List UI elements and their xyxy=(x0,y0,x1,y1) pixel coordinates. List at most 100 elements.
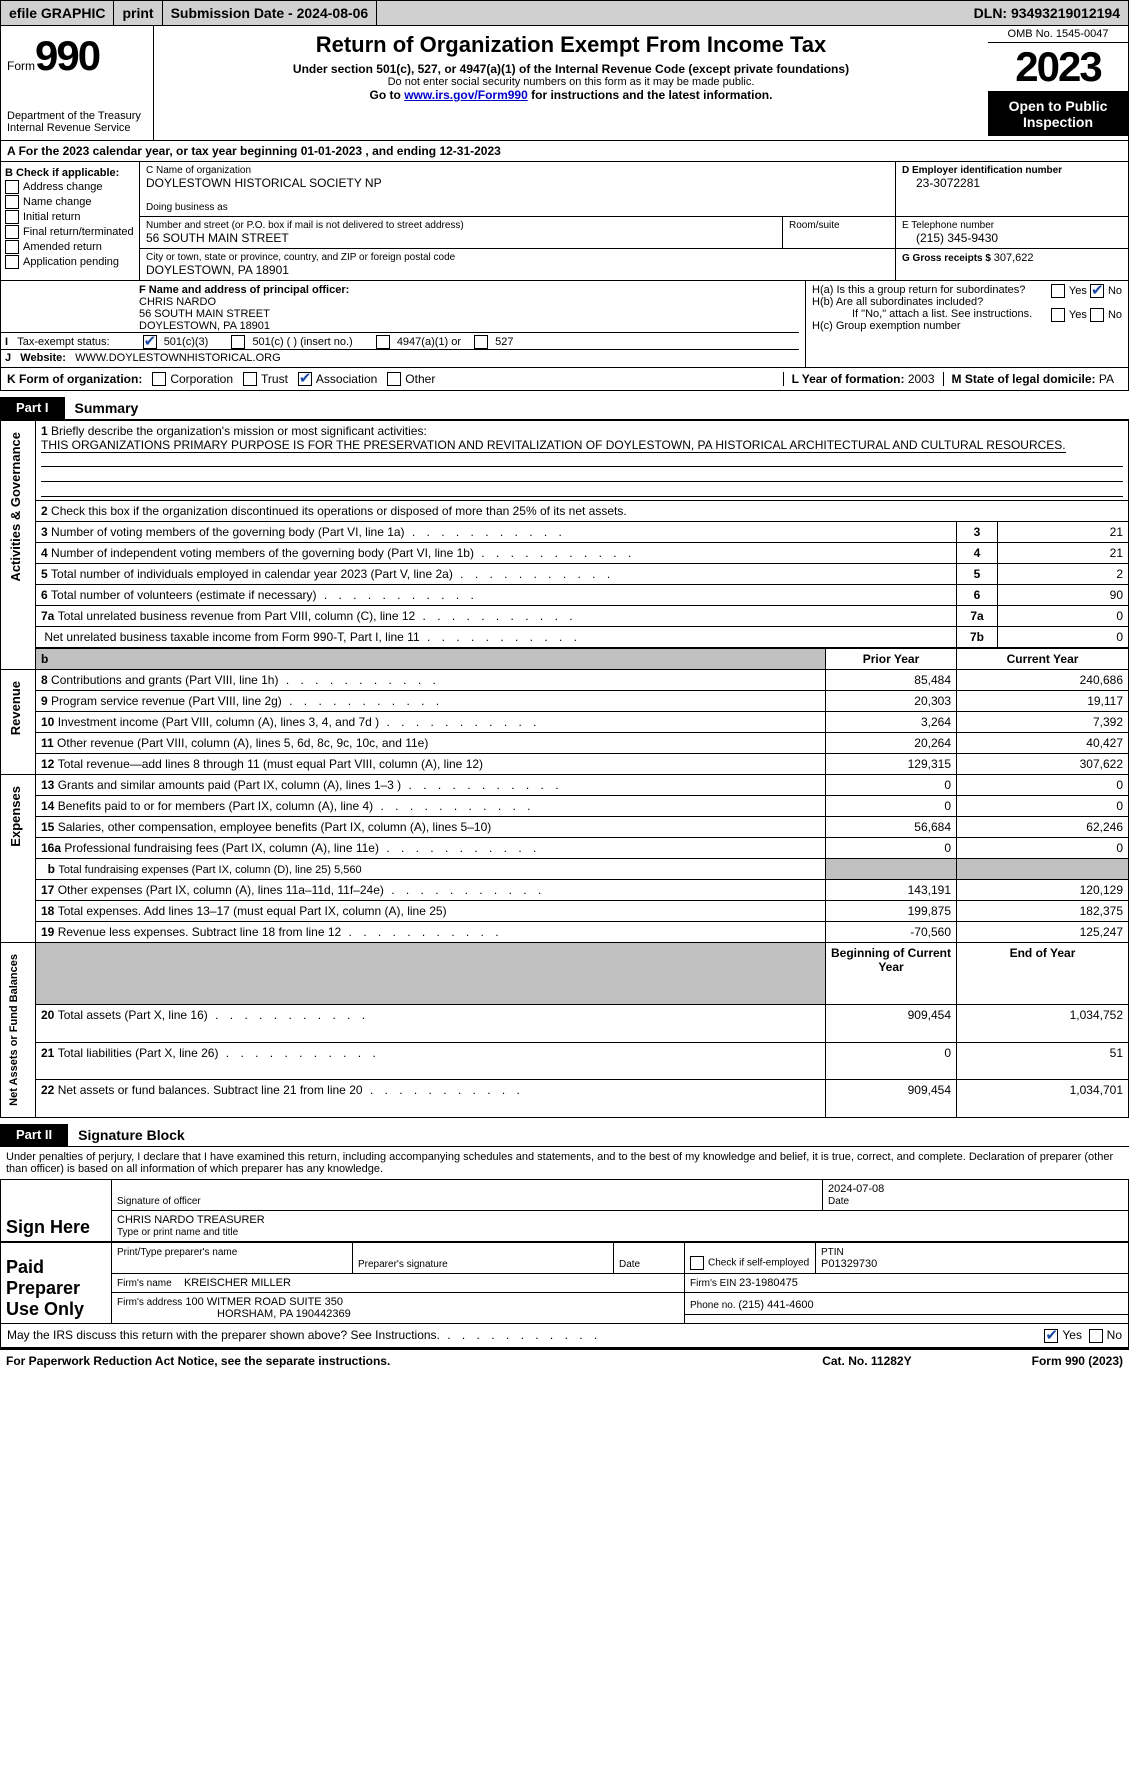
firm-name: KREISCHER MILLER xyxy=(184,1277,291,1289)
officer-name: CHRIS NARDO xyxy=(139,296,799,308)
trust-checkbox[interactable] xyxy=(243,372,257,386)
print-prep-label: Print/Type preparer's name xyxy=(117,1247,237,1258)
omb-number: OMB No. 1545-0047 xyxy=(988,26,1128,43)
table-row: 15 Salaries, other compensation, employe… xyxy=(1,817,1129,838)
table-row: 3 Number of voting members of the govern… xyxy=(1,522,1129,543)
initial-return-checkbox[interactable] xyxy=(5,210,19,224)
ein-value: 23-3072281 xyxy=(902,176,1122,190)
period-begin: 01-01-2023 xyxy=(301,144,362,158)
discuss-row: May the IRS discuss this return with the… xyxy=(0,1324,1129,1348)
table-row: 4 Number of independent voting members o… xyxy=(1,543,1129,564)
part1-title: Summary xyxy=(65,397,149,419)
vert-rev: Revenue xyxy=(6,673,25,743)
summary-table: Activities & Governance 1 Briefly descri… xyxy=(0,420,1129,1118)
website-value: WWW.DOYLESTOWNHISTORICAL.ORG xyxy=(75,352,281,364)
officer-label: F Name and address of principal officer: xyxy=(139,284,349,296)
self-employed-checkbox[interactable] xyxy=(690,1256,704,1270)
print-button[interactable]: print xyxy=(122,5,153,21)
tax-year: 2023 xyxy=(988,43,1128,92)
mission-text: THIS ORGANIZATIONS PRIMARY PURPOSE IS FO… xyxy=(41,438,1066,453)
begin-year-hdr: Beginning of Current Year xyxy=(826,943,957,1005)
table-row: 14 Benefits paid to or for members (Part… xyxy=(1,796,1129,817)
m-value: PA xyxy=(1099,372,1114,386)
street-value: 56 SOUTH MAIN STREET xyxy=(146,231,776,245)
website-label: Website: xyxy=(20,352,66,364)
4947-checkbox[interactable] xyxy=(376,335,390,349)
hb-no-checkbox[interactable] xyxy=(1090,308,1104,322)
footer-mid: Cat. No. 11282Y xyxy=(822,1354,911,1368)
vert-exp: Expenses xyxy=(6,778,25,855)
discuss-text: May the IRS discuss this return with the… xyxy=(7,1328,601,1342)
ha-yes-checkbox[interactable] xyxy=(1051,284,1065,298)
vert-net: Net Assets or Fund Balances xyxy=(6,946,22,1114)
table-row: 9 Program service revenue (Part VIII, li… xyxy=(1,691,1129,712)
hb-yes-checkbox[interactable] xyxy=(1051,308,1065,322)
tax-status-label: Tax-exempt status: xyxy=(17,336,109,348)
firm-phone: (215) 441-4600 xyxy=(738,1299,813,1311)
l-value: 2003 xyxy=(908,372,935,386)
goto-post: for instructions and the latest informat… xyxy=(528,88,773,102)
firm-ein-label: Firm's EIN xyxy=(690,1278,739,1289)
firm-addr2: HORSHAM, PA 190442369 xyxy=(117,1308,351,1320)
assoc-checkbox[interactable] xyxy=(298,372,312,386)
paid-preparer-table: Paid Preparer Use Only Print/Type prepar… xyxy=(0,1242,1129,1324)
period-row: A For the 2023 calendar year, or tax yea… xyxy=(0,141,1129,162)
submission-date: 2024-08-06 xyxy=(297,5,369,21)
discuss-yes-checkbox[interactable] xyxy=(1044,1329,1058,1343)
final-return-checkbox[interactable] xyxy=(5,225,19,239)
amended-return-checkbox[interactable] xyxy=(5,240,19,254)
street-label: Number and street (or P.O. box if mail i… xyxy=(146,220,776,231)
form-header: Form990 Department of the Treasury Inter… xyxy=(0,26,1129,141)
phone-value: (215) 345-9430 xyxy=(902,231,1122,245)
table-row: 5 Total number of individuals employed i… xyxy=(1,564,1129,585)
501c3-checkbox[interactable] xyxy=(143,335,157,349)
name-change-checkbox[interactable] xyxy=(5,195,19,209)
part2-header: Part II Signature Block xyxy=(0,1124,1129,1147)
table-row: 18 Total expenses. Add lines 13–17 (must… xyxy=(1,901,1129,922)
501c-checkbox[interactable] xyxy=(231,335,245,349)
k-label: K Form of organization: xyxy=(7,372,142,386)
firm-ein: 23-1980475 xyxy=(739,1277,798,1289)
self-emp-label: Check if self-employed xyxy=(708,1257,809,1268)
part1-header: Part I Summary xyxy=(0,397,1129,420)
table-row: 12 Total revenue—add lines 8 through 11 … xyxy=(1,754,1129,775)
form-number: 990 xyxy=(35,32,99,79)
ha-label: H(a) Is this a group return for subordin… xyxy=(812,284,1025,296)
submission-date-label: Submission Date - xyxy=(171,5,297,21)
room-label: Room/suite xyxy=(789,220,889,231)
table-row: 10 Investment income (Part VIII, column … xyxy=(1,712,1129,733)
line-klm: K Form of organization: Corporation Trus… xyxy=(0,368,1129,391)
discuss-no-checkbox[interactable] xyxy=(1089,1329,1103,1343)
instructions-link[interactable]: www.irs.gov/Form990 xyxy=(404,88,528,102)
top-bar: efile GRAPHIC print Submission Date - 20… xyxy=(0,0,1129,26)
table-row: b Total fundraising expenses (Part IX, c… xyxy=(1,859,1129,880)
firm-name-label: Firm's name xyxy=(117,1278,172,1289)
current-year-hdr: Current Year xyxy=(957,648,1129,670)
period-mid: , and ending xyxy=(362,144,439,158)
firm-addr-label: Firm's address xyxy=(117,1297,182,1308)
corp-checkbox[interactable] xyxy=(152,372,166,386)
dept-label: Department of the Treasury Internal Reve… xyxy=(7,110,147,134)
form-subtitle-1: Under section 501(c), 527, or 4947(a)(1)… xyxy=(162,62,980,76)
period-end: 12-31-2023 xyxy=(439,144,500,158)
part2-title: Signature Block xyxy=(68,1124,195,1146)
sign-date: 2024-07-08 xyxy=(828,1183,884,1195)
city-label: City or town, state or province, country… xyxy=(146,252,889,263)
footer-left: For Paperwork Reduction Act Notice, see … xyxy=(6,1354,390,1368)
app-pending-checkbox[interactable] xyxy=(5,255,19,269)
paid-preparer-label: Paid Preparer Use Only xyxy=(1,1242,112,1323)
other-checkbox[interactable] xyxy=(387,372,401,386)
phone-label: E Telephone number xyxy=(902,220,1122,231)
officer-addr2: DOYLESTOWN, PA 18901 xyxy=(139,320,799,332)
addr-change-checkbox[interactable] xyxy=(5,180,19,194)
ha-no-checkbox[interactable] xyxy=(1090,284,1104,298)
form-subtitle-2: Do not enter social security numbers on … xyxy=(162,76,980,88)
sign-date-label: Date xyxy=(828,1196,849,1207)
527-checkbox[interactable] xyxy=(474,335,488,349)
table-row: 19 Revenue less expenses. Subtract line … xyxy=(1,922,1129,943)
footer-right: Form 990 (2023) xyxy=(1032,1354,1123,1368)
m-label: M State of legal domicile: xyxy=(952,372,1099,386)
dln-value: 93493219012194 xyxy=(1011,5,1120,21)
officer-addr1: 56 SOUTH MAIN STREET xyxy=(139,308,799,320)
gross-label: G Gross receipts $ xyxy=(902,253,994,264)
